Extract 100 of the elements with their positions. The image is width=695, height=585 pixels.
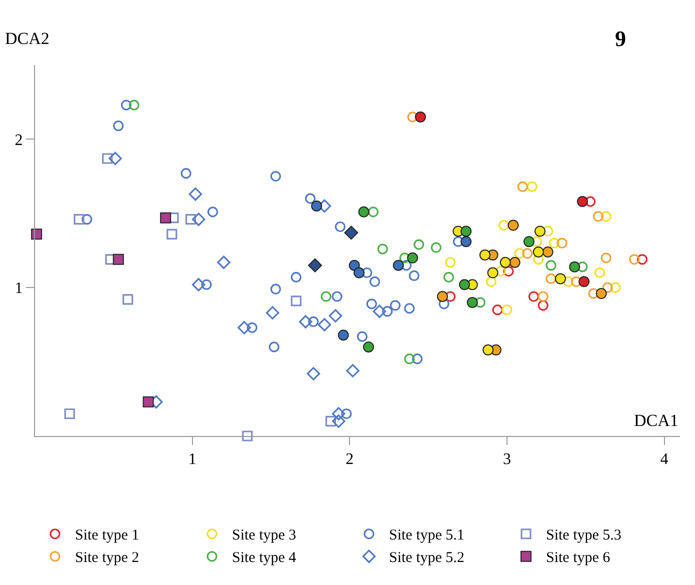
point <box>498 220 510 231</box>
point <box>492 304 503 316</box>
point <box>495 266 506 277</box>
point <box>306 367 320 380</box>
point <box>460 226 472 237</box>
point <box>578 276 590 288</box>
point <box>332 414 346 428</box>
point <box>318 318 332 332</box>
point <box>482 344 494 356</box>
point <box>270 171 281 182</box>
point <box>308 316 319 328</box>
point <box>31 228 42 240</box>
point <box>382 306 393 317</box>
point <box>407 252 418 264</box>
point <box>372 304 386 318</box>
point <box>588 288 599 299</box>
point <box>142 396 154 408</box>
point <box>404 303 415 314</box>
point <box>546 273 556 284</box>
point <box>532 246 544 258</box>
point <box>570 276 582 287</box>
point <box>392 260 404 271</box>
point <box>610 282 621 293</box>
point <box>576 196 588 208</box>
point <box>585 196 596 207</box>
point <box>404 354 415 364</box>
legend-label: Site type 6 <box>546 550 611 566</box>
point <box>436 291 448 302</box>
point <box>354 267 365 278</box>
point <box>188 187 202 201</box>
point <box>414 239 424 250</box>
point <box>577 262 588 272</box>
point <box>363 341 374 352</box>
point <box>74 214 84 225</box>
legend-label: Site type 5.1 <box>389 528 464 544</box>
point <box>338 330 349 341</box>
point <box>569 261 580 272</box>
point <box>390 300 401 311</box>
point <box>358 206 370 218</box>
point <box>517 181 528 192</box>
point <box>602 282 613 293</box>
legend-label: Site type 5.2 <box>389 550 464 566</box>
point <box>563 276 574 287</box>
point <box>356 331 368 342</box>
point <box>298 315 312 328</box>
point <box>217 256 230 270</box>
point <box>600 211 612 222</box>
point <box>538 300 548 311</box>
point <box>192 212 206 226</box>
point <box>290 272 302 283</box>
point <box>522 248 533 259</box>
point <box>320 291 332 302</box>
point <box>486 276 497 287</box>
point <box>509 256 520 268</box>
x-tick-label: 1 <box>188 451 196 468</box>
point <box>412 354 423 364</box>
point <box>548 238 560 248</box>
point <box>334 221 346 232</box>
point <box>514 248 525 259</box>
point <box>108 152 122 166</box>
point <box>346 364 360 378</box>
point <box>362 267 372 278</box>
point <box>366 298 377 310</box>
point <box>408 270 420 282</box>
point <box>311 200 322 212</box>
point <box>445 291 456 302</box>
point <box>556 238 568 248</box>
point <box>542 246 554 258</box>
point <box>528 291 539 302</box>
point <box>185 214 196 225</box>
point <box>600 252 612 264</box>
point <box>594 267 606 278</box>
point <box>377 244 388 254</box>
point <box>305 193 316 204</box>
legend-label: Site type 2 <box>75 550 140 566</box>
point <box>479 249 490 260</box>
x-tick-label: 2 <box>346 451 354 468</box>
point <box>102 153 113 164</box>
point <box>122 294 134 305</box>
point <box>160 212 172 224</box>
point <box>443 272 454 283</box>
point <box>201 279 212 290</box>
x-tick-label: 4 <box>660 451 668 468</box>
x-tick-label: 3 <box>502 451 511 468</box>
point <box>502 304 512 316</box>
point <box>246 322 258 333</box>
point <box>487 267 498 278</box>
point <box>82 214 92 225</box>
point <box>534 226 546 237</box>
point <box>452 236 464 247</box>
point <box>238 321 251 334</box>
point <box>407 112 418 122</box>
point <box>270 284 281 294</box>
point <box>533 254 544 265</box>
point <box>348 260 360 271</box>
point <box>466 296 478 308</box>
point <box>460 236 472 248</box>
chart-title: 9 <box>615 26 626 51</box>
point <box>64 408 75 420</box>
point <box>629 254 640 265</box>
